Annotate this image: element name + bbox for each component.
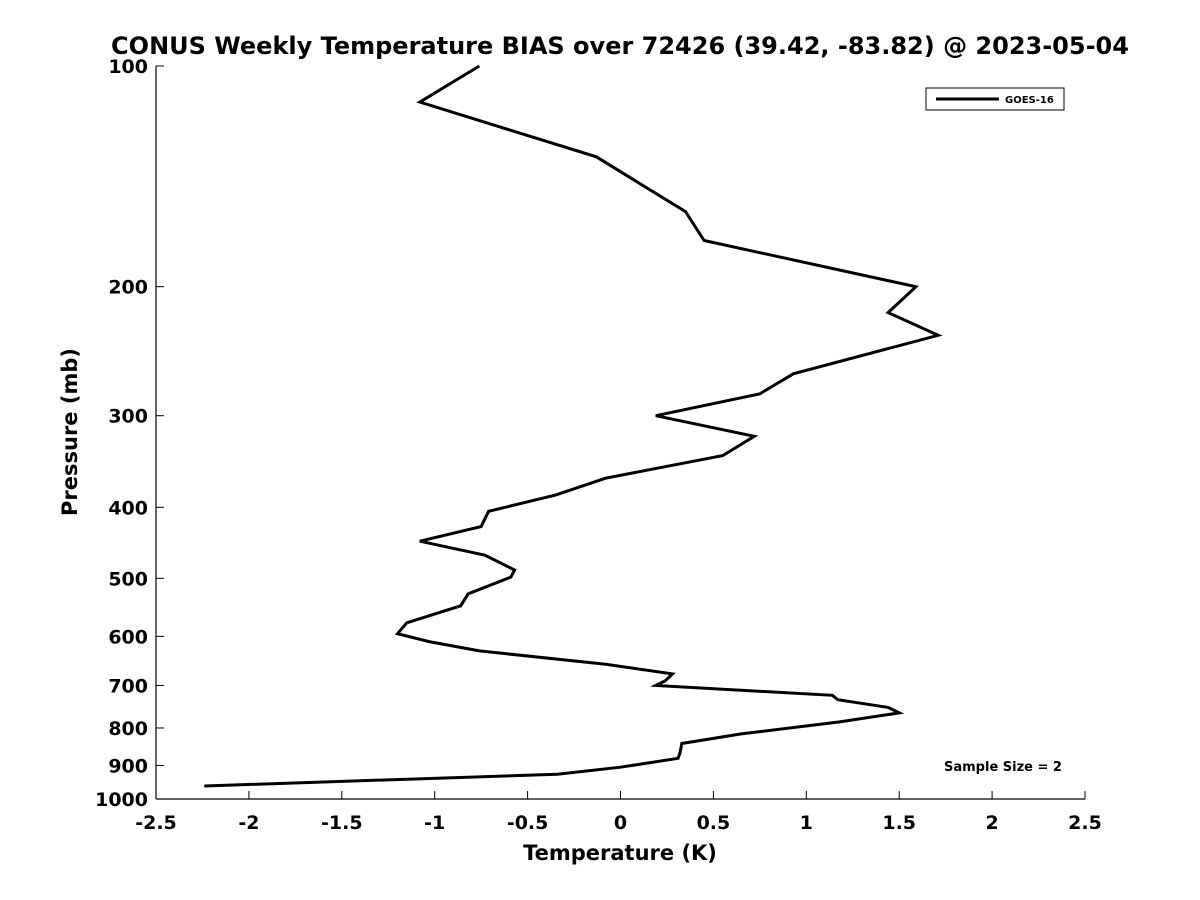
series-layer <box>204 64 943 788</box>
y-tick-label: 400 <box>108 497 148 519</box>
y-tick-label: 300 <box>108 406 148 428</box>
x-tick-label: -1.5 <box>321 812 363 834</box>
y-ticks: 100 200 300 400 500 600 700 800 900 1000 <box>95 56 164 811</box>
x-tick-label: -0.5 <box>507 812 549 834</box>
y-tick-label: 200 <box>108 277 148 299</box>
legend: GOES-16 <box>925 87 1065 111</box>
y-tick-label: 100 <box>108 56 148 78</box>
x-tick-label: -1 <box>424 812 445 834</box>
y-tick-label: 900 <box>108 755 148 777</box>
y-tick-label: 600 <box>108 626 148 648</box>
x-ticks: -2.5 -2 -1.5 -1 -0.5 0 0.5 1 1.5 2 2.5 <box>135 791 1102 834</box>
sample-size-annotation: Sample Size = 2 <box>944 760 1062 775</box>
y-axis-label: Pressure (mb) <box>58 348 82 516</box>
legend-entry-goes-16: GOES-16 <box>1005 95 1054 106</box>
x-tick-label: -2.5 <box>135 812 177 834</box>
chart-title: CONUS Weekly Temperature BIAS over 72426… <box>111 32 1129 60</box>
x-tick-label: 2.5 <box>1068 812 1102 834</box>
x-tick-label: 1.5 <box>882 812 916 834</box>
series-line-goes-16 <box>204 64 943 788</box>
y-tick-label: 500 <box>108 568 148 590</box>
x-tick-label: 0 <box>614 812 627 834</box>
y-tick-label: 800 <box>108 718 148 740</box>
x-tick-label: -2 <box>238 812 259 834</box>
x-tick-label: 1 <box>800 812 813 834</box>
x-tick-label: 0.5 <box>697 812 731 834</box>
x-tick-label: 2 <box>985 812 998 834</box>
y-tick-label: 700 <box>108 675 148 697</box>
y-tick-label: 1000 <box>95 789 148 811</box>
x-axis-label: Temperature (K) <box>523 841 717 865</box>
